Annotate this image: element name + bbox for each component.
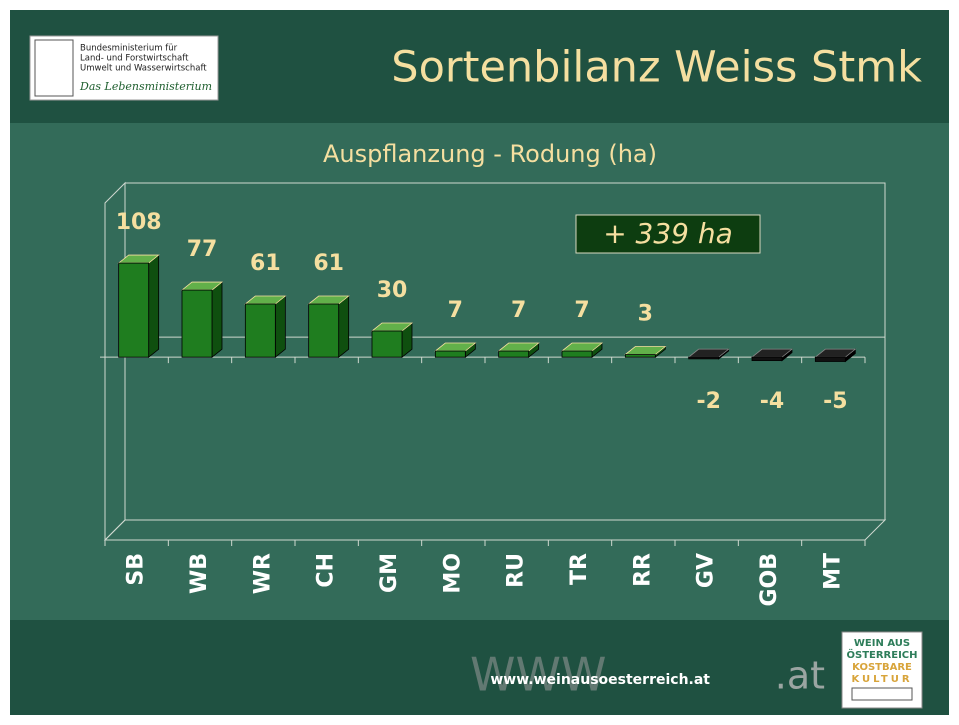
logo-icon bbox=[34, 39, 74, 97]
footer-logo-box bbox=[841, 631, 923, 709]
slide-bg bbox=[10, 10, 949, 715]
bar-side bbox=[211, 281, 223, 358]
x-tick-label: WB bbox=[187, 553, 212, 594]
footer-logo-line: ÖSTERREICH bbox=[846, 647, 917, 661]
logo-box bbox=[29, 35, 219, 101]
logo: Bundesministerium für Land- und Forstwir… bbox=[29, 35, 219, 101]
x-tick-label: GV bbox=[694, 553, 719, 588]
slide-title: Sortenbilanz Weiss Stmk bbox=[391, 43, 922, 93]
bar bbox=[434, 350, 466, 358]
footer-logo-bottle bbox=[851, 687, 913, 701]
plot: SB 108 WB 77 WR 61 CH 61 GM 30 MO 7 RU 7 TR 7 RR 3 GV -2 GOB… bbox=[100, 181, 887, 607]
x-tick-label: WR bbox=[250, 553, 275, 594]
footer-url-ghost: WWW bbox=[470, 648, 606, 702]
value-label: -2 bbox=[696, 389, 720, 414]
bar bbox=[244, 303, 276, 358]
value-label: -4 bbox=[760, 389, 784, 414]
footer-band bbox=[10, 620, 949, 715]
value-label: 7 bbox=[511, 298, 526, 323]
x-tick-label: MO bbox=[440, 553, 465, 594]
bar bbox=[688, 356, 720, 360]
bar bbox=[561, 350, 593, 358]
bar bbox=[624, 354, 656, 358]
x-tick-label: RU bbox=[504, 553, 529, 588]
logo-line: Bundesministerium für bbox=[80, 44, 178, 54]
value-label: 7 bbox=[574, 298, 589, 323]
bar bbox=[814, 356, 846, 362]
value-label: 108 bbox=[116, 210, 162, 235]
bar bbox=[371, 330, 403, 358]
bar bbox=[751, 356, 783, 362]
bar bbox=[498, 350, 530, 358]
footer-logo: WEIN AUS ÖSTERREICH KOSTBARE KULTUR bbox=[841, 631, 923, 709]
x-tick-label: GM bbox=[377, 553, 402, 593]
footer-logo-line: WEIN AUS bbox=[854, 638, 910, 649]
value-label: 61 bbox=[250, 251, 281, 276]
value-label: 77 bbox=[187, 237, 218, 262]
annotation-box bbox=[575, 214, 761, 254]
bar-side bbox=[274, 295, 286, 358]
value-label: 61 bbox=[313, 251, 344, 276]
x-tick-label: MT bbox=[820, 553, 845, 590]
back-wall bbox=[125, 182, 886, 520]
footer-url: www.weinausoesterreich.at bbox=[490, 672, 710, 688]
x-tick-label: CH bbox=[314, 553, 339, 588]
footer-logo-line: KOSTBARE bbox=[852, 662, 912, 673]
value-label: 30 bbox=[377, 278, 408, 303]
x-tick-label: TR bbox=[567, 553, 592, 585]
value-label: 3 bbox=[638, 302, 653, 327]
annotation: + 339 ha bbox=[603, 217, 733, 250]
logo-line: Land- und Forstwirtschaft bbox=[80, 54, 189, 64]
logo-tagline: Das Lebensministerium bbox=[79, 80, 212, 93]
x-tick-label: RR bbox=[630, 553, 655, 587]
bar-side bbox=[338, 295, 350, 358]
logo-line: Umwelt und Wasserwirtschaft bbox=[80, 64, 207, 74]
x-tick-label: SB bbox=[124, 553, 149, 586]
value-label: 7 bbox=[448, 298, 463, 323]
footer-url-ghost: .at bbox=[775, 654, 825, 698]
bar bbox=[308, 303, 340, 358]
bar bbox=[118, 262, 150, 358]
x-tick-label: GOB bbox=[757, 553, 782, 607]
bar bbox=[181, 289, 213, 358]
value-label: -5 bbox=[823, 389, 847, 414]
chart-title: Auspflanzung - Rodung (ha) bbox=[323, 140, 657, 168]
footer-logo-line: KULTUR bbox=[851, 674, 912, 685]
bar-side bbox=[148, 254, 160, 358]
